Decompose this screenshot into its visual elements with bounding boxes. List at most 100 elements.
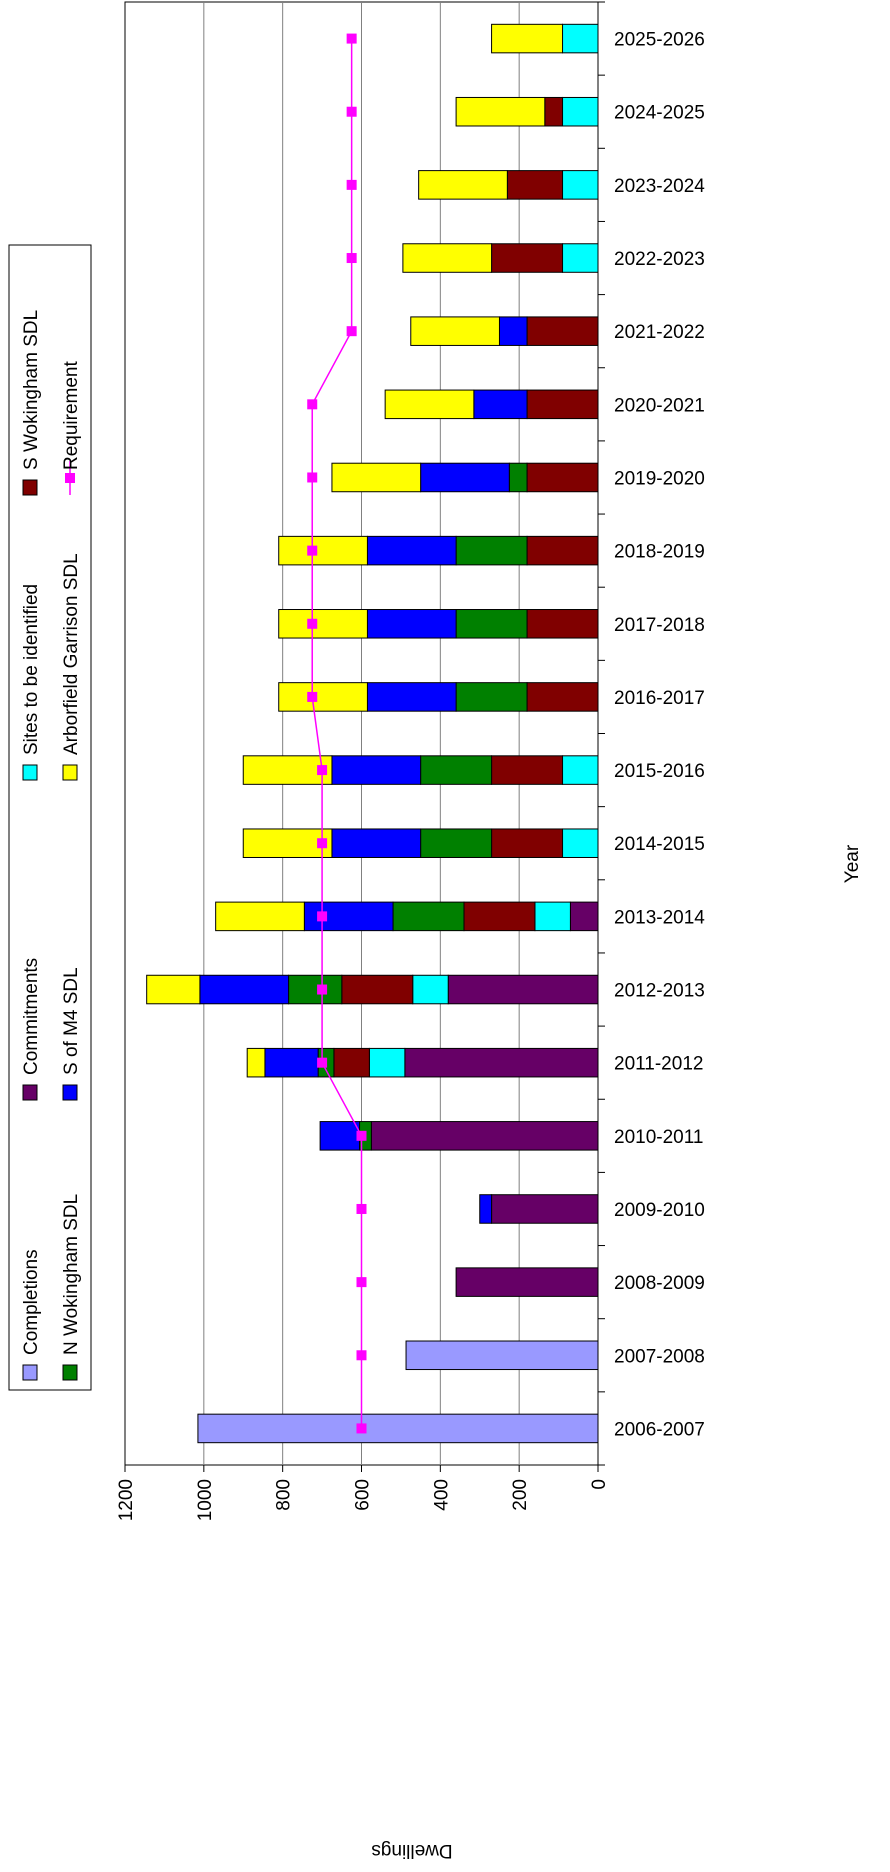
requirement-marker <box>317 838 328 849</box>
legend-label: Requirement <box>61 361 82 470</box>
bar-segment <box>288 974 343 1005</box>
bar-segment <box>368 1047 406 1078</box>
requirement-marker <box>346 106 357 117</box>
bar-segment <box>404 1047 599 1078</box>
legend-label: Sites to be identified <box>21 584 42 755</box>
bar-segment <box>392 901 465 932</box>
value-tick-label: 200 <box>510 1479 531 1511</box>
y-axis-title: Dwellings <box>371 1840 452 1861</box>
bar-segment <box>341 974 414 1005</box>
value-tick-label: 0 <box>589 1479 610 1490</box>
bar-segment <box>562 755 599 785</box>
category-tick-label: 2021-2022 <box>614 322 705 343</box>
legend-swatch <box>62 1084 78 1101</box>
bar-segment <box>455 609 528 639</box>
bar-segment <box>491 23 564 54</box>
requirement-marker <box>317 984 328 995</box>
bar-segment <box>455 96 546 127</box>
legend-label: S of M4 SDL <box>61 967 82 1075</box>
requirement-marker <box>346 326 357 337</box>
bar-segment <box>402 243 493 273</box>
requirement-marker <box>307 399 318 410</box>
bar-segment <box>491 1194 599 1224</box>
bar-segment <box>455 1267 599 1297</box>
requirement-marker <box>307 545 318 556</box>
legend-swatch <box>62 1364 78 1381</box>
bar-segment <box>455 535 528 566</box>
category-tick-label: 2024-2025 <box>614 103 705 124</box>
requirement-marker <box>307 472 318 483</box>
bar-segment <box>366 609 457 639</box>
bar-segment <box>562 96 599 127</box>
bar-segment <box>534 901 571 932</box>
requirement-marker <box>317 911 328 922</box>
value-tick-label: 1200 <box>116 1479 137 1521</box>
bar-segment <box>498 316 528 346</box>
bar-segment <box>455 682 528 712</box>
bar-segment <box>384 389 475 420</box>
bar-segment <box>278 682 368 712</box>
bar-segment <box>526 682 599 712</box>
requirement-line-layer <box>307 33 367 1434</box>
category-tick-label: 2025-2026 <box>614 30 705 51</box>
category-tick-label: 2014-2015 <box>614 834 705 855</box>
x-axis-title: Year <box>842 844 863 883</box>
category-tick-label: 2012-2013 <box>614 981 705 1002</box>
legend-label: Commitments <box>21 958 42 1075</box>
legend-swatch <box>22 479 38 496</box>
bar-segment <box>463 901 536 932</box>
bar-segment <box>278 609 368 639</box>
category-tick-label: 2009-2010 <box>614 1200 705 1221</box>
category-tick-label: 2016-2017 <box>614 688 705 709</box>
requirement-marker <box>356 1350 367 1361</box>
bar-segment <box>412 974 449 1005</box>
bar-segment <box>506 170 564 200</box>
bar-segment <box>146 974 201 1005</box>
bar-segment <box>333 1047 370 1078</box>
value-tick-label: 800 <box>274 1479 295 1511</box>
bar-segment <box>562 170 599 200</box>
requirement-marker <box>346 33 357 44</box>
bar-segment <box>473 389 528 420</box>
bar-segment <box>420 462 510 493</box>
bar-segment <box>197 1413 599 1444</box>
category-tick-label: 2018-2019 <box>614 542 705 563</box>
requirement-marker <box>356 1277 367 1288</box>
category-tick-label: 2020-2021 <box>614 395 705 416</box>
bar-segment <box>526 535 599 566</box>
value-tick-label: 400 <box>431 1479 452 1511</box>
category-tick-label: 2010-2011 <box>614 1127 703 1148</box>
bar-segment <box>331 755 422 785</box>
bar-segment <box>366 535 457 566</box>
bar-segment <box>526 389 599 420</box>
category-tick-label: 2013-2014 <box>614 907 705 928</box>
bar-segment <box>526 462 599 493</box>
legend-box <box>8 244 92 1391</box>
category-tick-label: 2023-2024 <box>614 176 705 197</box>
category-tick-label: 2019-2020 <box>614 468 705 489</box>
requirement-marker <box>317 1057 328 1068</box>
bar-segment <box>491 755 564 785</box>
category-tick-label: 2007-2008 <box>614 1346 705 1367</box>
bar-segment <box>410 316 500 346</box>
legend-swatch <box>62 764 78 781</box>
category-tick-label: 2022-2023 <box>614 249 705 270</box>
bar-segment <box>420 755 493 785</box>
legend-marker-swatch <box>65 473 75 483</box>
category-tick-label: 2015-2016 <box>614 761 705 782</box>
bar-segment <box>319 1121 361 1151</box>
requirement-marker <box>356 1130 367 1141</box>
bar-segment <box>479 1194 493 1224</box>
legend-label: Arborfield Garrison SDL <box>61 553 82 755</box>
legend-swatch <box>22 1084 38 1101</box>
bar-segment <box>420 828 493 858</box>
requirement-line <box>311 38 363 1429</box>
requirement-marker <box>307 618 318 629</box>
value-tick-label: 600 <box>353 1479 374 1511</box>
requirement-marker <box>346 179 357 190</box>
bar-segment <box>491 828 564 858</box>
category-tick-label: 2008-2009 <box>614 1273 705 1294</box>
bar-segment <box>562 23 599 54</box>
bar-segment <box>264 1047 319 1078</box>
